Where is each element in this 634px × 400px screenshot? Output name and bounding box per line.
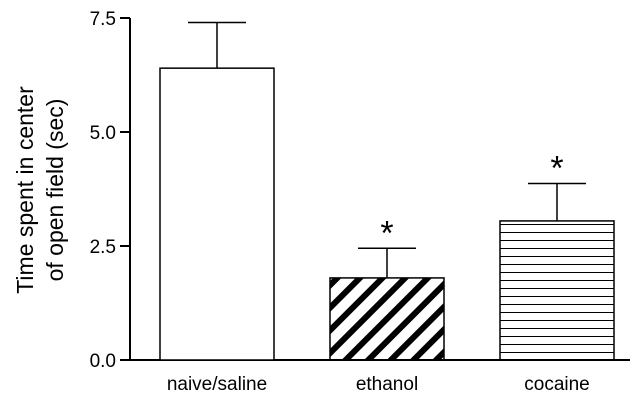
bar (499, 220, 615, 361)
x-tick-label: cocaine (524, 374, 590, 395)
y-tick-label: 0.0 (90, 351, 116, 372)
y-axis-title-line-1: Time spent in center (12, 86, 38, 294)
bar (329, 277, 445, 361)
y-tick-label: 7.5 (90, 9, 116, 30)
significance-marker: * (550, 150, 563, 188)
y-axis-title-line-2: of open field (sec) (42, 99, 68, 282)
x-tick-label: ethanol (356, 374, 418, 395)
bar (159, 67, 275, 361)
plot-area: 0.0 2.5 5.0 7.5 naive/saline * ethanol * cocaine (90, 9, 630, 395)
significance-marker: * (380, 214, 393, 252)
y-tick-label: 2.5 (90, 237, 116, 258)
x-tick-label: naive/saline (167, 374, 267, 395)
y-tick-label: 5.0 (90, 123, 116, 144)
